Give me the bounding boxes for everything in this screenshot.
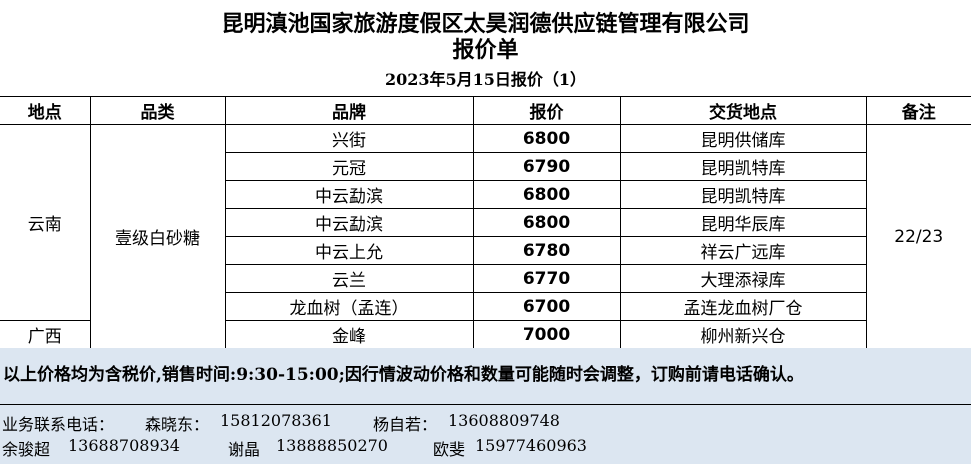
brand-cell: 金峰 bbox=[224, 320, 474, 349]
price-cell: 6770 bbox=[472, 264, 621, 293]
contact-phone: 15977460963 bbox=[475, 436, 587, 455]
header-category: 品类 bbox=[89, 96, 226, 125]
table-row: 云南 壹级白砂糖 兴街 6800 昆明供储库 22/23 bbox=[0, 124, 971, 349]
contact-phone: 15812078361 bbox=[220, 411, 332, 430]
table-row: 中云勐滨 6800 昆明凯特库 bbox=[0, 180, 971, 209]
delivery-cell: 昆明华辰库 bbox=[619, 208, 866, 237]
price-notice: 以上价格均为含税价,销售时间:9:30-15:00;因行情波动价格和数量可能随时… bbox=[0, 348, 971, 405]
table-row: 云兰 6770 大理添禄库 bbox=[0, 264, 971, 293]
price-cell: 6800 bbox=[472, 124, 621, 153]
contacts-label: 业务联系电话： bbox=[2, 415, 115, 434]
quote-date: 2023年5月15日报价（1） bbox=[384, 70, 587, 89]
delivery-cell: 昆明凯特库 bbox=[619, 180, 866, 209]
contact-name: 谢晶 bbox=[228, 440, 261, 459]
price-cell: 6800 bbox=[472, 180, 621, 209]
contact-phone: 13888850270 bbox=[276, 436, 388, 455]
delivery-cell: 孟连龙血树厂仓 bbox=[619, 292, 866, 321]
category-cell: 壹级白砂糖 bbox=[89, 124, 226, 349]
region-cell: 云南 bbox=[0, 124, 91, 321]
contact-phone: 13608809748 bbox=[448, 411, 560, 430]
delivery-cell: 祥云广远库 bbox=[619, 236, 866, 265]
region-cell: 广西 bbox=[0, 320, 91, 349]
brand-cell: 中云勐滨 bbox=[225, 208, 474, 237]
table-row: 中云上允 6780 祥云广远库 bbox=[0, 236, 971, 265]
contact-section: 业务联系电话： 森晓东： 15812078361 杨自若： 1360880974… bbox=[0, 405, 971, 464]
brand-cell: 龙血树（孟连） bbox=[225, 292, 474, 321]
contact-name: 杨自若： bbox=[373, 415, 438, 434]
table-row: 中云勐滨 6800 昆明华辰库 bbox=[0, 208, 971, 237]
price-cell: 6780 bbox=[472, 236, 621, 265]
delivery-cell: 大理添禄库 bbox=[619, 264, 866, 293]
header-price: 报价 bbox=[472, 96, 621, 125]
header-notes: 备注 bbox=[865, 96, 971, 125]
brand-cell: 兴街 bbox=[224, 124, 474, 153]
note-cell: 22/23 bbox=[865, 124, 971, 349]
table-header: 地点 品类 品牌 报价 交货地点 备注 bbox=[0, 96, 971, 125]
price-table: 地点 品类 品牌 报价 交货地点 备注 云南 壹级白砂糖 兴街 6800 昆明供… bbox=[0, 96, 971, 349]
contact-name: 欧斐 bbox=[433, 440, 466, 459]
price-cell: 6800 bbox=[472, 208, 621, 237]
brand-cell: 元冠 bbox=[225, 152, 474, 181]
contact-name: 森晓东： bbox=[145, 415, 210, 434]
header-location: 地点 bbox=[0, 96, 91, 125]
brand-cell: 中云上允 bbox=[225, 236, 474, 265]
brand-cell: 中云勐滨 bbox=[225, 180, 474, 209]
contact-phone: 13688708934 bbox=[68, 436, 180, 455]
contact-name: 余骏超 bbox=[2, 440, 51, 459]
table-row: 龙血树（孟连） 6700 孟连龙血树厂仓 bbox=[0, 292, 971, 321]
header-brand: 品牌 bbox=[224, 96, 474, 125]
company-title: 昆明滇池国家旅游度假区太昊润德供应链管理有限公司 bbox=[221, 11, 750, 37]
price-cell: 6700 bbox=[472, 292, 621, 321]
document-subtitle: 报价单 bbox=[452, 37, 519, 63]
table-row: 元冠 6790 昆明凯特库 bbox=[0, 152, 971, 181]
price-cell: 7000 bbox=[472, 320, 621, 349]
header-delivery: 交货地点 bbox=[619, 96, 867, 125]
price-cell: 6790 bbox=[472, 152, 621, 181]
delivery-cell: 柳州新兴仓 bbox=[619, 320, 866, 349]
brand-cell: 云兰 bbox=[225, 264, 474, 293]
delivery-cell: 昆明凯特库 bbox=[619, 152, 866, 181]
delivery-cell: 昆明供储库 bbox=[619, 124, 867, 153]
